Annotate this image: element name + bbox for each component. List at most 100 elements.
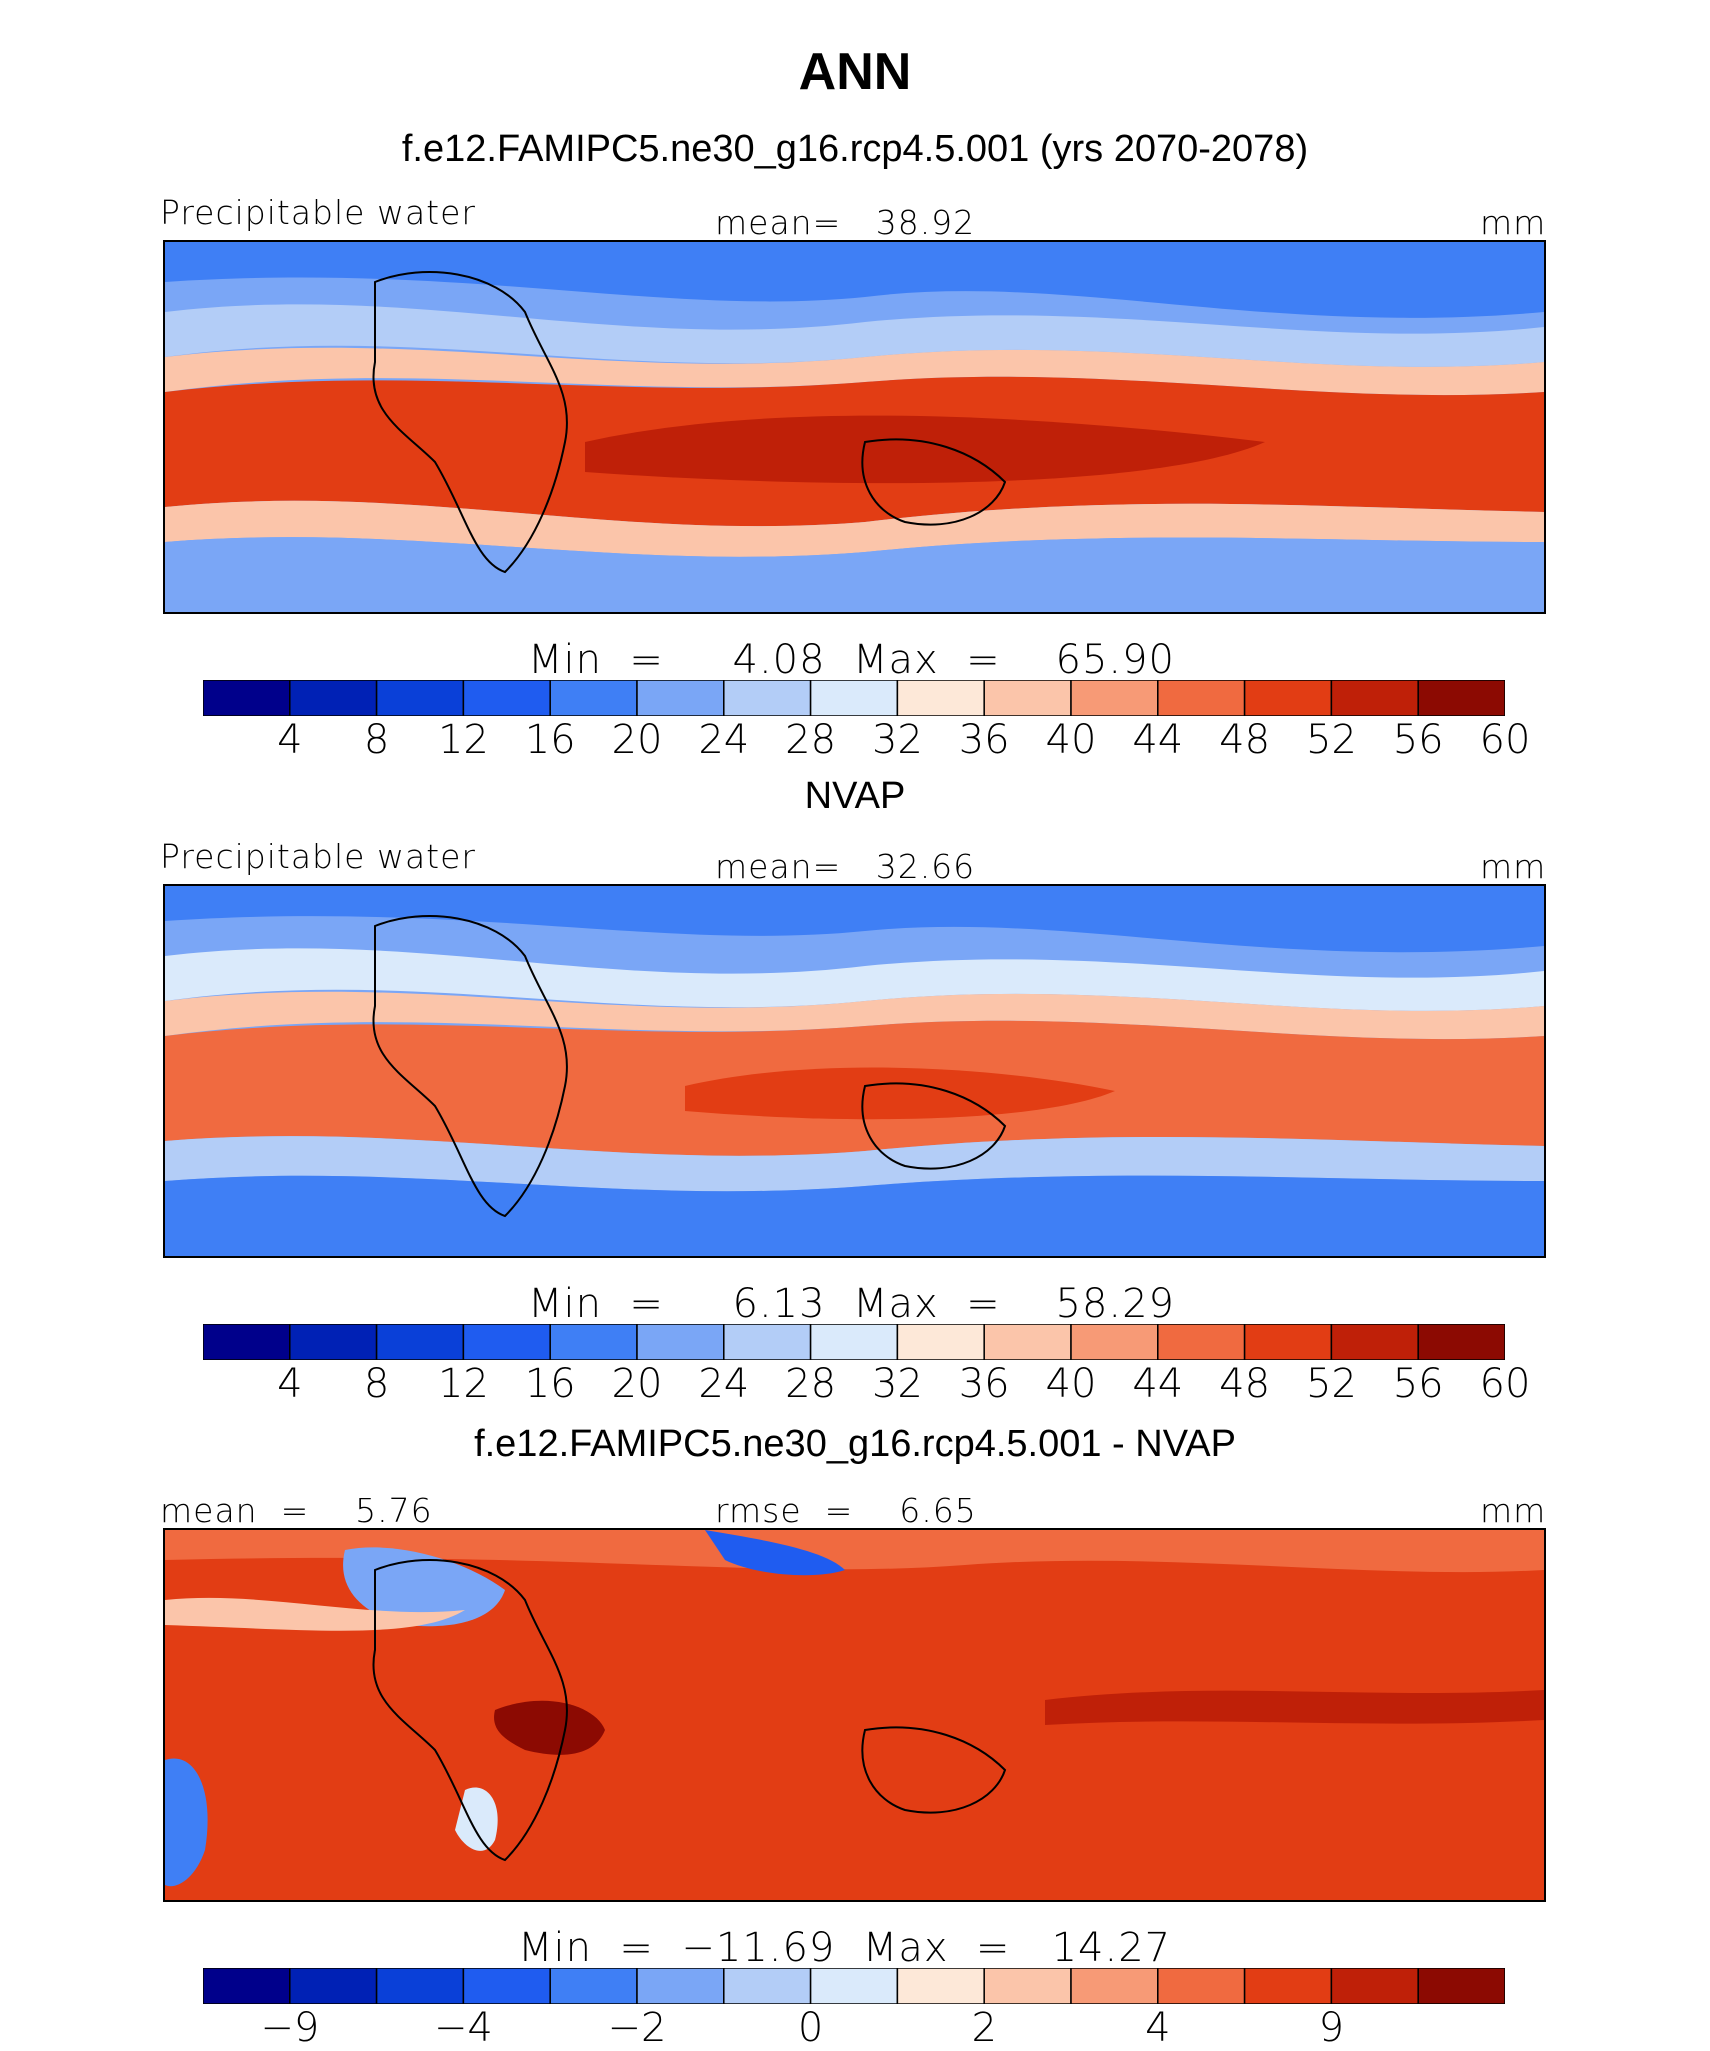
- colorbar-tick-label: 44: [1132, 717, 1184, 763]
- colorbar-tick-label: 16: [524, 1361, 576, 1407]
- colorbar-swatch: [1243, 1968, 1333, 2004]
- panel-1-colorbar: [203, 680, 1505, 716]
- colorbar-tick-label: 0: [797, 2005, 824, 2051]
- colorbar-tick-label: 24: [698, 1361, 750, 1407]
- colorbar-swatch: [809, 680, 899, 716]
- colorbar-swatch: [1157, 1324, 1246, 1360]
- colorbar-swatch: [1070, 1968, 1159, 2004]
- colorbar-swatch: [289, 1968, 378, 2004]
- colorbar-swatch: [723, 680, 812, 716]
- panel-2-colorbar-ticks: 4 8 12 16 20 24 28 32 36 40 44 48 52 56 60: [203, 1361, 1530, 1407]
- panel-1-mean-label: mean= 38.92: [715, 203, 976, 242]
- colorbar-swatch: [203, 1324, 291, 1360]
- band-south: [165, 537, 1544, 612]
- colorbar-tick-label: 32: [871, 1361, 923, 1407]
- colorbar-tick-label: 2: [971, 2005, 997, 2051]
- colorbar-tick-label: 12: [437, 717, 489, 763]
- colorbar-swatch: [289, 1324, 378, 1360]
- colorbar-swatch: [983, 1324, 1072, 1360]
- colorbar-swatch: [549, 680, 638, 716]
- south-america-negative: [165, 1758, 208, 1887]
- colorbar-swatch: [723, 1968, 812, 2004]
- panel-3-colorbar: [203, 1968, 1505, 2004]
- band-south: [165, 1175, 1544, 1256]
- panel-2-minmax: Min = 6.13 Max = 58.29: [528, 1281, 1175, 1327]
- colorbar-tick-label: 8: [363, 1361, 390, 1407]
- colorbar-tick-label: 40: [1045, 717, 1097, 763]
- colorbar-tick-label: −2: [607, 2005, 667, 2051]
- africa-strong-positive: [494, 1700, 605, 1755]
- africa-coastline: [372, 915, 568, 1218]
- colorbar-swatch: [983, 1968, 1072, 2004]
- panel-3-subtitle: f.e12.FAMIPC5.ne30_g16.rcp4.5.001 - NVAP: [474, 1423, 1236, 1465]
- africa-coastline: [372, 1559, 568, 1862]
- band-south-subtropic: [165, 1136, 1544, 1192]
- panel-3-mean-label: mean = 5.76: [160, 1491, 433, 1530]
- colorbar-swatch: [462, 680, 551, 716]
- colorbar-swatch: [375, 680, 465, 716]
- colorbar-swatch: [983, 680, 1072, 716]
- panel-2-subtitle: NVAP: [804, 775, 906, 817]
- colorbar-swatch: [1330, 680, 1419, 716]
- colorbar-tick-label: 20: [611, 717, 663, 763]
- colorbar-tick-label: 48: [1219, 1361, 1271, 1407]
- colorbar-swatch: [1417, 1324, 1505, 1360]
- colorbar-tick-label: 40: [1045, 1361, 1097, 1407]
- panel-2-mean-label: mean= 32.66: [715, 847, 976, 886]
- colorbar-tick-label: 36: [958, 1361, 1010, 1407]
- colorbar-swatch: [636, 1968, 725, 2004]
- panel-2-units-label: mm: [1480, 847, 1547, 886]
- colorbar-tick-label: 4: [277, 717, 303, 763]
- panel-2-variable-label: Precipitable water: [160, 837, 476, 876]
- colorbar-tick-label: 20: [611, 1361, 663, 1407]
- panel-3-rmse-label: rmse = 6.65: [715, 1491, 977, 1530]
- colorbar-swatch: [1243, 1324, 1333, 1360]
- colorbar-swatch: [462, 1968, 551, 2004]
- band-warm-pool: [585, 415, 1265, 484]
- panel-1-minmax: Min = 4.08 Max = 65.90: [528, 637, 1175, 683]
- colorbar-swatch: [723, 1324, 812, 1360]
- colorbar-tick-label: −9: [260, 2005, 320, 2051]
- panel-3-colorbar-ticks: −9 −4 −2 0 2 4 9: [203, 2005, 1505, 2051]
- colorbar-swatch: [375, 1324, 465, 1360]
- colorbar-swatch: [1417, 680, 1505, 716]
- colorbar-swatch: [636, 1324, 725, 1360]
- colorbar-swatch: [1070, 1324, 1159, 1360]
- band-south-subtropic: [165, 500, 1544, 557]
- panel-1-variable-label: Precipitable water: [160, 193, 476, 232]
- colorbar-swatch: [1417, 1968, 1505, 2004]
- colorbar-tick-label: 28: [785, 717, 837, 763]
- band-warm-pool: [685, 1067, 1115, 1120]
- colorbar-tick-label: 28: [785, 1361, 837, 1407]
- panel-1-map: [163, 240, 1546, 614]
- figure-title: ANN: [798, 43, 912, 101]
- colorbar-swatch: [1330, 1968, 1419, 2004]
- colorbar-tick-label: 9: [1318, 2005, 1345, 2051]
- colorbar-tick-label: 60: [1479, 1361, 1531, 1407]
- colorbar-tick-label: 36: [958, 717, 1010, 763]
- panel-1-units-label: mm: [1480, 203, 1547, 242]
- colorbar-tick-label: 56: [1392, 717, 1444, 763]
- band-north-mid: [165, 304, 1544, 367]
- colorbar-tick-label: 60: [1479, 717, 1531, 763]
- colorbar-swatch: [549, 1968, 638, 2004]
- colorbar-swatch: [203, 680, 291, 716]
- colorbar-tick-label: 48: [1219, 717, 1271, 763]
- colorbar-swatch: [375, 1968, 465, 2004]
- band-north-high: [165, 886, 1544, 953]
- band-north-mid: [165, 948, 1544, 1011]
- colorbar-swatch: [636, 680, 725, 716]
- colorbar-swatch: [289, 680, 378, 716]
- colorbar-swatch: [203, 1968, 291, 2004]
- subtropic-positive-light: [165, 1597, 465, 1631]
- panel-3-units-label: mm: [1480, 1491, 1547, 1530]
- colorbar-tick-label: 56: [1392, 1361, 1444, 1407]
- colorbar-swatch: [462, 1324, 551, 1360]
- colorbar-tick-label: 4: [277, 1361, 303, 1407]
- colorbar-tick-label: 32: [871, 717, 923, 763]
- colorbar-swatch: [896, 1324, 985, 1360]
- colorbar-swatch: [809, 1324, 899, 1360]
- colorbar-swatch: [896, 680, 985, 716]
- colorbar-tick-label: 24: [698, 717, 750, 763]
- panel-1-subtitle: f.e12.FAMIPC5.ne30_g16.rcp4.5.001 (yrs 2…: [401, 128, 1309, 170]
